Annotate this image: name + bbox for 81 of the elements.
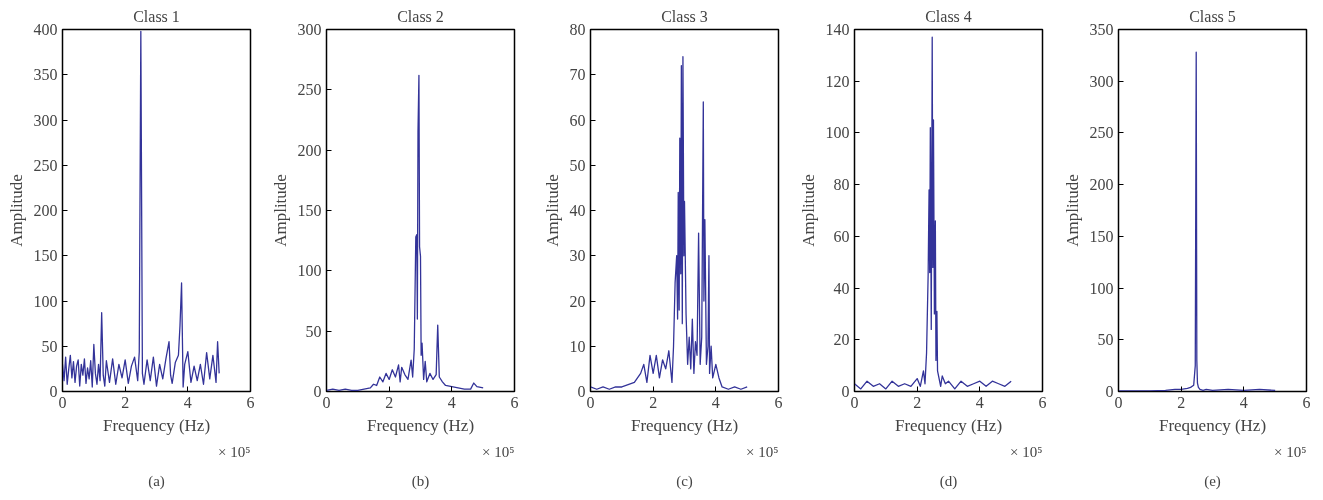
x-tick-label: 2 [385, 393, 394, 411]
y-tick-label: 80 [833, 176, 850, 194]
x-axis-title: Frequency (Hz) [1158, 415, 1267, 435]
y-tick-label: 60 [833, 227, 850, 245]
chart-title: Class 1 [133, 7, 180, 25]
y-tick-label: 300 [1089, 72, 1114, 90]
text: (e) [1204, 472, 1221, 490]
y-tick-label: 20 [833, 331, 850, 349]
line-series [854, 36, 1012, 390]
text: × 10⁵ [218, 443, 251, 460]
y-tick-label: 400 [33, 21, 58, 38]
x-axis-title: Frequency (Hz) [102, 415, 211, 435]
y-tick-label: 350 [33, 66, 58, 84]
x-tick-label: 4 [975, 393, 984, 411]
text: (c) [676, 472, 693, 490]
y-axis-title: Amplitude [270, 174, 290, 247]
line-series [326, 74, 484, 391]
y-tick-label: 300 [297, 21, 322, 38]
x-tick-label: 6 [774, 393, 783, 411]
y-axis-title: Amplitude [6, 174, 26, 247]
y-tick-label: 250 [297, 81, 322, 99]
chart-title: Class 2 [397, 7, 444, 25]
y-tick-label: 50 [569, 156, 586, 174]
y-tick-label: 80 [569, 21, 586, 38]
y-axis-title: Amplitude [542, 174, 562, 247]
y-tick-label: 150 [297, 202, 322, 219]
x-tick-label: 4 [711, 393, 720, 411]
y-tick-label: 150 [33, 247, 58, 265]
y-axis-title: Amplitude [1062, 174, 1082, 247]
y-tick-label: 200 [33, 202, 58, 219]
y-tick-label: 100 [825, 124, 850, 142]
text: (b) [411, 472, 430, 490]
y-tick-label: 100 [297, 262, 322, 280]
chart-title: Class 5 [1189, 7, 1236, 25]
x-tick-label: 6 [510, 393, 519, 411]
x-tick-label: 2 [121, 393, 130, 411]
y-tick-label: 50 [305, 322, 322, 340]
chart-title: Class 3 [661, 7, 708, 25]
x-tick-label: 4 [447, 393, 456, 411]
x-tick-label: 4 [183, 393, 192, 411]
y-tick-label: 140 [825, 21, 850, 38]
line-series [62, 30, 220, 388]
y-tick-label: 20 [569, 292, 586, 310]
y-axis-title: Amplitude [798, 174, 818, 247]
y-tick-label: 120 [825, 72, 850, 90]
text: × 10⁵ [746, 443, 779, 460]
y-tick-label: 100 [33, 292, 58, 310]
y-tick-label: 250 [33, 156, 58, 174]
text: × 10⁵ [1010, 443, 1043, 460]
y-tick-label: 150 [1089, 227, 1114, 245]
y-tick-label: 100 [1089, 279, 1114, 297]
x-axis-title: Frequency (Hz) [894, 415, 1003, 435]
text: × 10⁵ [1274, 443, 1307, 460]
x-tick-label: 2 [1177, 393, 1186, 411]
x-tick-label: 6 [1038, 393, 1047, 411]
x-axis-title: Frequency (Hz) [630, 415, 739, 435]
y-tick-label: 40 [833, 279, 850, 297]
y-tick-label: 200 [1089, 176, 1114, 194]
x-tick-label: 2 [649, 393, 658, 411]
x-tick-label: 4 [1239, 393, 1248, 411]
chart-title: Class 4 [925, 7, 972, 25]
x-axis-title: Frequency (Hz) [366, 415, 475, 435]
y-tick-label: 200 [297, 141, 322, 159]
y-tick-label: 50 [1097, 331, 1114, 349]
y-tick-label: 30 [569, 247, 586, 265]
line-series [590, 56, 748, 390]
x-tick-label: 2 [913, 393, 922, 411]
x-tick-label: 6 [246, 393, 255, 411]
y-tick-label: 300 [33, 111, 58, 129]
text: (d) [939, 472, 958, 490]
y-tick-label: 250 [1089, 124, 1114, 142]
y-tick-label: 40 [569, 202, 586, 219]
y-tick-label: 50 [41, 337, 58, 355]
text: (a) [148, 472, 165, 490]
line-series [1118, 51, 1276, 392]
y-tick-label: 70 [569, 66, 586, 84]
y-tick-label: 10 [569, 337, 586, 355]
y-tick-label: 60 [569, 111, 586, 129]
text: × 10⁵ [482, 443, 515, 460]
y-tick-label: 350 [1089, 21, 1114, 38]
x-tick-label: 6 [1302, 393, 1311, 411]
